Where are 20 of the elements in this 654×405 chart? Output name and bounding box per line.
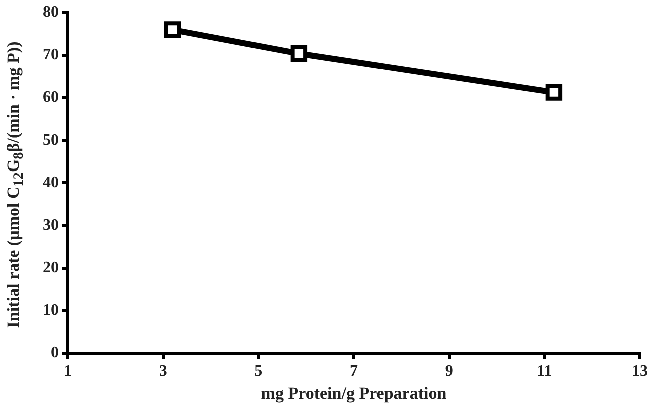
y-tick-label: 40 [43,174,59,192]
x-tick-label: 11 [537,363,552,380]
point [164,22,182,38]
y-tick-label: 30 [43,216,59,234]
x-tick-label: 1 [64,363,72,380]
x-tick-label: 5 [254,363,263,380]
y-tick-label: 70 [43,46,59,64]
x-tick-label: 13 [632,363,648,380]
x-tick-label: 9 [445,363,454,380]
y-tick-label: 20 [43,259,59,276]
y-tick-label: 80 [43,4,59,22]
y-tick-label: 0 [51,344,59,362]
x-axis-title: mg Protein/g Preparation [261,384,448,404]
y-tick-label: 10 [43,302,59,319]
y-tick-label: 50 [43,132,59,149]
point [546,84,563,101]
y-tick-label: 60 [43,89,59,106]
point [290,45,308,62]
x-tick-label: 7 [350,363,358,380]
x-tick-label: 3 [159,363,168,380]
